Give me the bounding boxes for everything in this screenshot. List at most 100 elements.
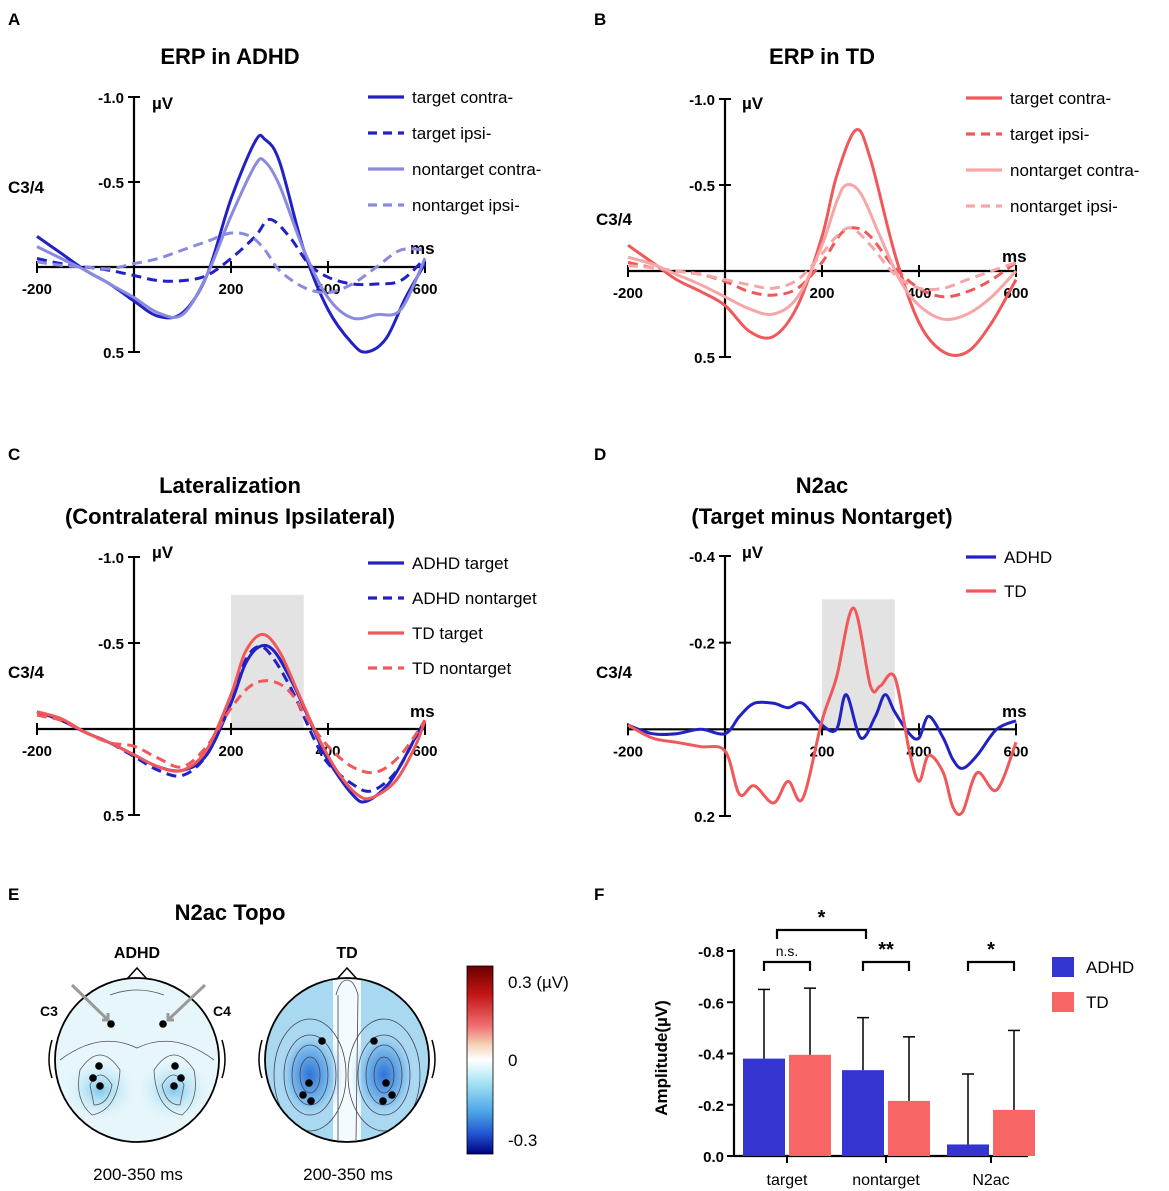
topo-title: N2ac Topo: [175, 900, 286, 925]
y-tick-label: 0.5: [103, 808, 124, 825]
y-tick-label: -0.5: [98, 636, 124, 653]
y-tick-label: -0.5: [98, 175, 124, 192]
series-line-target-contra-: [627, 128, 1018, 357]
panel-letter-c: C: [8, 445, 20, 464]
y-tick-label: -0.6: [698, 995, 724, 1012]
y-tick-label: -0.4: [689, 549, 716, 566]
legend-label: ADHD: [1086, 958, 1134, 977]
electrode-dot: [159, 1020, 167, 1028]
panel-f-amplitude-bars: Amplitude(µV) 0.0 -0.2 -0.4 -0.6 -0.8 target n…: [652, 907, 1134, 1189]
panel-letter-e: E: [8, 885, 19, 904]
panel-b-title: ERP in TD: [769, 44, 875, 69]
sig-bracket-target-vs-nontarget-label: *: [818, 907, 826, 929]
panel-f-y-label: Amplitude(µV): [652, 1000, 671, 1116]
y-tick-label: -1.0: [98, 550, 124, 567]
series-line-nontarget-contra-: [627, 183, 1018, 322]
electrode-dot: [177, 1074, 185, 1082]
electrode-dot: [305, 1079, 313, 1087]
y-tick-label: -0.5: [689, 178, 715, 195]
series-line-nontarget-contra-: [36, 157, 427, 321]
electrode-dot: [95, 1062, 103, 1070]
x-tick-label: 200: [218, 281, 243, 298]
panel-c-lateralization: Lateralization (Contralateral minus Ipsi…: [8, 473, 537, 825]
legend-label: nontarget contra-: [1010, 161, 1139, 180]
panel-letter-f: F: [594, 885, 604, 904]
series-line-nontarget-ipsi-: [627, 226, 1017, 292]
legend-label: TD target: [412, 624, 483, 643]
electrode-dot: [388, 1091, 396, 1099]
x-tick-label: 200: [218, 743, 243, 760]
right-ear-icon: [221, 1039, 226, 1079]
panel-c-y-unit: µV: [152, 543, 174, 562]
y-tick-label: 0.5: [103, 345, 124, 362]
electrode-label-c3: C3: [40, 1003, 58, 1019]
colorbar-mid-label: 0: [508, 1051, 517, 1070]
legend-label: TD: [1004, 582, 1027, 601]
electrode-label-c4: C4: [213, 1003, 231, 1019]
electrode-dot: [299, 1091, 307, 1099]
topo-left-group: ADHD: [114, 945, 160, 962]
category-label: target: [767, 1172, 808, 1189]
legend-label: ADHD: [1004, 548, 1052, 567]
x-tick-label: 200: [809, 285, 834, 302]
electrode-dot: [379, 1097, 387, 1105]
sig-bracket-n2ac: [966, 960, 1016, 971]
y-tick-label: 0.0: [703, 1149, 724, 1166]
y-tick-label: -1.0: [689, 92, 715, 109]
topo-map-adhd: [48, 966, 226, 1143]
panel-letter-d: D: [594, 445, 606, 464]
panel-d-y-unit: µV: [742, 543, 764, 562]
electrode-dot: [318, 1037, 326, 1045]
colorbar-max-label: 0.3 (µV): [508, 973, 569, 992]
sig-bracket-target-label: n.s.: [776, 943, 799, 959]
left-ear-icon: [48, 1039, 53, 1079]
y-tick-label: 0.2: [694, 809, 715, 826]
nose-icon: [336, 966, 358, 980]
electrode-dot: [107, 1020, 115, 1028]
topo-right-group: TD: [336, 945, 357, 962]
bar-adhd-nontarget: [842, 1070, 884, 1156]
nose-icon: [126, 966, 148, 980]
sig-bracket-nontarget: [861, 960, 911, 971]
legend-swatch: [1052, 957, 1074, 977]
panel-a-y-unit: µV: [152, 94, 174, 113]
panel-c-x-unit: ms: [410, 702, 435, 721]
series-line-nontarget-ipsi-: [36, 231, 426, 295]
sig-bracket-nontarget-label: **: [878, 939, 894, 961]
panel-d-y-label: C3/4: [596, 663, 632, 682]
x-tick-label: -200: [613, 743, 643, 760]
bar-td-nontarget: [888, 1100, 930, 1156]
panel-d-subtitle: (Target minus Nontarget): [691, 504, 952, 529]
y-tick-label: -0.2: [689, 636, 715, 653]
series-line-target-contra-: [36, 133, 427, 354]
category-label: nontarget: [852, 1172, 920, 1189]
legend-label: nontarget contra-: [412, 160, 541, 179]
topo-time-left: 200-350 ms: [93, 1165, 183, 1184]
series-line-adhd: [627, 693, 1017, 770]
y-tick-label: -0.2: [698, 1098, 724, 1115]
bar-td-target: [789, 1054, 831, 1156]
x-tick-label: 600: [412, 281, 437, 298]
category-label: N2ac: [972, 1172, 1009, 1189]
legend-label: TD nontarget: [412, 659, 511, 678]
sig-bracket-target: [762, 960, 812, 971]
colorbar-min-label: -0.3: [508, 1131, 537, 1150]
panel-d-x-unit: ms: [1002, 702, 1027, 721]
panel-a-y-label: C3/4: [8, 178, 44, 197]
x-tick-label: -200: [22, 281, 52, 298]
panel-b-y-label: C3/4: [596, 210, 632, 229]
panel-letter-a: A: [8, 10, 20, 29]
electrode-dot: [307, 1097, 315, 1105]
x-tick-label: -200: [22, 743, 52, 760]
electrode-dot: [370, 1037, 378, 1045]
legend-label: target ipsi-: [1010, 125, 1089, 144]
arrow-c3-icon: [70, 983, 110, 1022]
panel-b-x-unit: ms: [1002, 247, 1027, 266]
x-tick-label: 400: [906, 743, 931, 760]
panel-b-erp-td: ERP in TD µV C3/4 ms -200 200 400 600-1.0-0…: [596, 44, 1139, 367]
electrode-dot: [96, 1082, 104, 1090]
legend-label: target contra-: [1010, 89, 1111, 108]
panel-a-erp-adhd: ERP in ADHD µV C3/4 ms -200 200 400 600-1.0…: [8, 44, 541, 362]
legend-label: nontarget ipsi-: [412, 196, 520, 215]
sig-bracket-n2ac-label: *: [987, 939, 995, 961]
